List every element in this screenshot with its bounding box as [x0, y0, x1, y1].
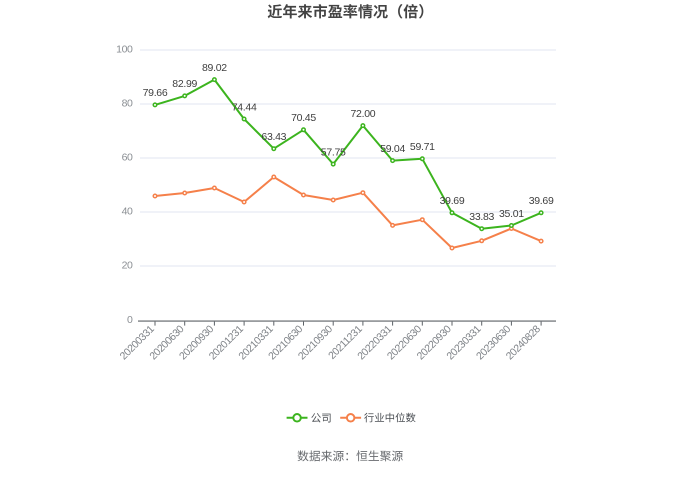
svg-text:35.01: 35.01 [499, 208, 524, 220]
svg-text:40: 40 [122, 205, 133, 217]
svg-text:60: 60 [122, 151, 133, 163]
svg-text:39.69: 39.69 [440, 195, 465, 207]
svg-text:80: 80 [122, 97, 133, 109]
svg-text:59.71: 59.71 [410, 141, 435, 153]
svg-text:100: 100 [116, 43, 133, 55]
svg-text:57.75: 57.75 [321, 146, 346, 158]
svg-text:20: 20 [122, 259, 133, 271]
svg-text:82.99: 82.99 [172, 78, 197, 90]
svg-text:70.45: 70.45 [291, 112, 316, 124]
svg-text:72.00: 72.00 [351, 108, 376, 120]
svg-text:0: 0 [127, 314, 133, 326]
svg-text:39.69: 39.69 [529, 195, 554, 207]
svg-text:79.66: 79.66 [143, 87, 168, 99]
svg-text:74.44: 74.44 [232, 101, 257, 113]
svg-text:59.04: 59.04 [380, 143, 405, 155]
svg-text:33.83: 33.83 [469, 211, 494, 223]
svg-text:89.02: 89.02 [202, 62, 227, 74]
svg-text:63.43: 63.43 [261, 131, 286, 143]
